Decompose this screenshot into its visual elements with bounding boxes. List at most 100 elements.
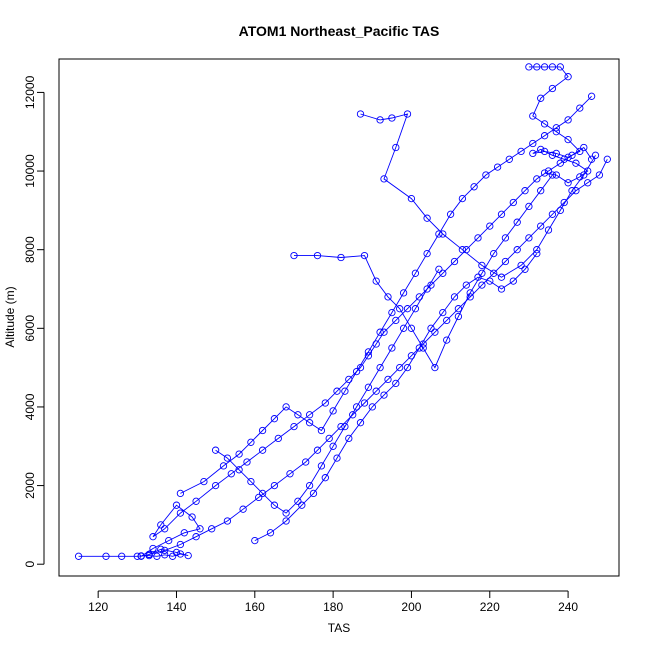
data-point — [356, 419, 365, 427]
data-point — [196, 525, 204, 533]
data-point — [466, 289, 474, 297]
data-point — [290, 251, 298, 260]
data-point — [161, 546, 169, 555]
data-series — [525, 63, 592, 187]
data-point — [235, 466, 243, 474]
data-point — [458, 194, 467, 203]
data-point — [176, 550, 185, 558]
x-tick-label: 140 — [166, 600, 186, 614]
data-point — [341, 387, 349, 395]
data-point — [341, 422, 349, 431]
data-series — [356, 110, 600, 281]
data-point — [384, 293, 392, 301]
series-line — [180, 95, 592, 494]
data-point — [505, 155, 513, 163]
data-point — [439, 269, 447, 277]
data-point — [345, 434, 353, 443]
data-point — [564, 116, 572, 124]
data-point — [376, 363, 384, 372]
data-point — [333, 454, 341, 462]
data-point — [270, 481, 279, 490]
data-point — [372, 387, 380, 395]
data-point — [211, 446, 220, 454]
data-point — [211, 481, 220, 490]
y-tick-label: 2000 — [23, 472, 37, 499]
data-point — [270, 501, 279, 509]
data-point — [149, 533, 157, 541]
data-point — [337, 422, 345, 431]
data-point — [399, 324, 408, 332]
data-point — [380, 328, 388, 336]
series-line — [254, 253, 538, 542]
data-point — [533, 175, 541, 183]
data-point — [247, 438, 255, 446]
data-point — [439, 230, 447, 238]
data-point — [537, 187, 545, 195]
data-point — [376, 328, 384, 336]
data-point — [501, 257, 510, 266]
data-point — [548, 151, 557, 159]
data-point — [540, 120, 549, 128]
data-point — [407, 194, 416, 203]
data-point — [517, 147, 525, 156]
data-point — [450, 293, 459, 301]
data-point — [482, 171, 490, 179]
data-point — [509, 277, 517, 285]
data-point — [364, 383, 373, 391]
data-point — [435, 265, 443, 273]
chart-title: ATOM1 Northeast_Pacific TAS — [239, 23, 440, 39]
data-point — [200, 477, 208, 486]
y-tick-label: 10000 — [23, 154, 37, 188]
data-point — [540, 132, 549, 140]
data-point — [321, 474, 329, 482]
data-point — [540, 63, 549, 71]
data-point — [497, 273, 506, 281]
data-point — [564, 73, 572, 81]
x-tick-label: 200 — [401, 600, 421, 614]
data-point — [576, 147, 584, 156]
data-point — [427, 324, 435, 332]
data-point — [490, 249, 498, 258]
data-point — [392, 316, 400, 325]
data-point — [403, 363, 412, 372]
data-point — [399, 289, 408, 297]
data-point — [282, 509, 290, 517]
data-point — [411, 269, 420, 277]
data-series — [74, 143, 596, 560]
data-point — [176, 540, 185, 549]
data-point — [533, 63, 541, 71]
y-tick-label: 4000 — [23, 393, 37, 420]
data-point — [192, 497, 200, 505]
data-point — [337, 253, 345, 262]
data-point — [302, 458, 310, 466]
data-point — [384, 375, 392, 384]
data-point — [290, 422, 298, 431]
data-point — [294, 411, 302, 419]
data-point — [591, 151, 600, 159]
data-point — [227, 470, 235, 478]
data-point — [556, 63, 564, 71]
data-point — [540, 147, 549, 156]
data-point — [529, 149, 537, 158]
data-point — [258, 489, 267, 498]
data-point — [525, 234, 533, 242]
data-point — [364, 348, 373, 356]
data-point — [184, 551, 192, 560]
data-point — [282, 403, 290, 411]
data-point — [560, 155, 568, 163]
data-point — [478, 269, 486, 277]
data-point — [525, 63, 533, 71]
data-point — [176, 509, 185, 517]
series-line — [360, 113, 596, 278]
x-tick-label: 180 — [323, 600, 343, 614]
data-series — [251, 249, 541, 545]
data-point — [286, 470, 294, 478]
data-point — [564, 135, 572, 144]
data-point — [313, 446, 322, 454]
data-point — [157, 545, 165, 553]
data-point — [282, 517, 290, 525]
data-point — [443, 316, 451, 325]
data-point — [380, 175, 388, 183]
